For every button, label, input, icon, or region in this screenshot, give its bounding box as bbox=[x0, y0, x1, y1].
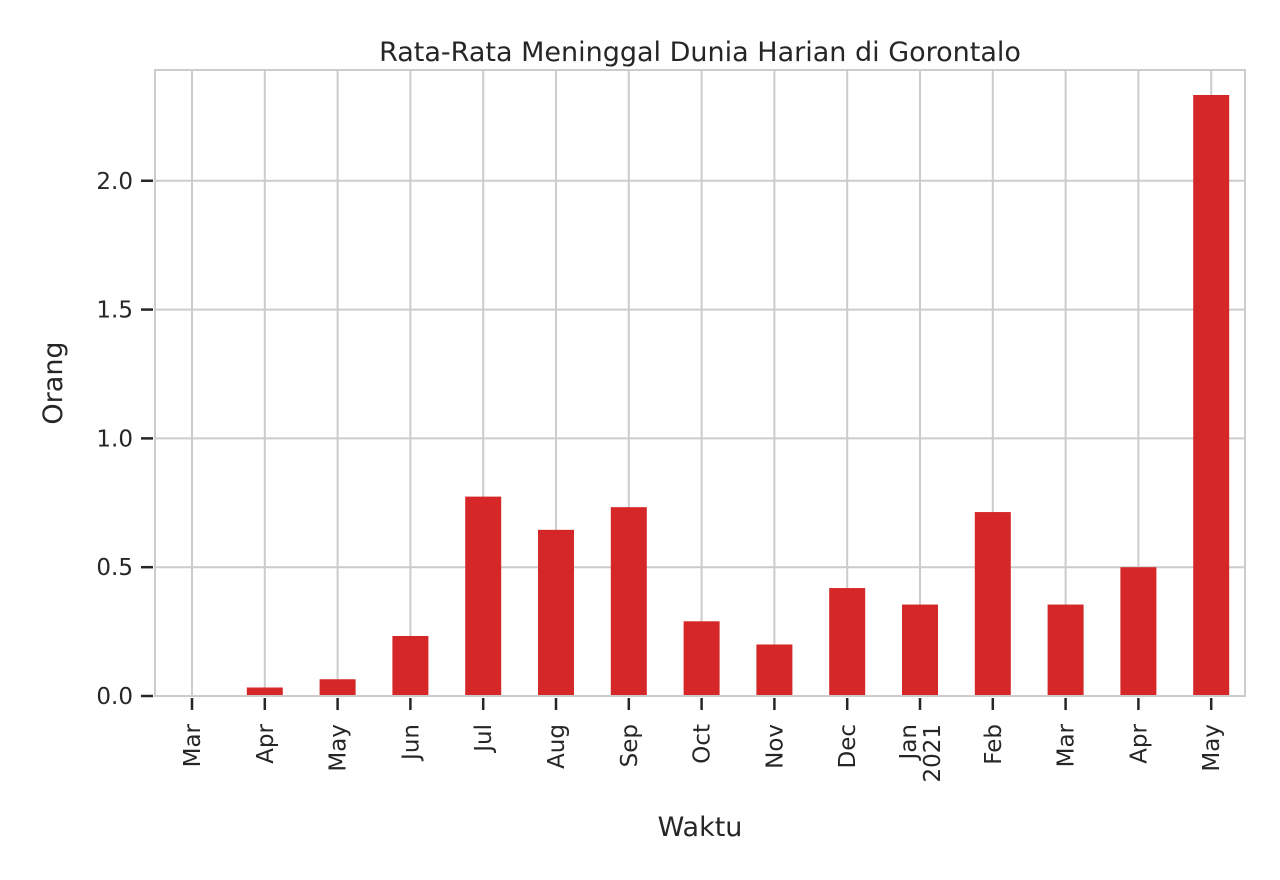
y-axis-label: Orang bbox=[38, 341, 69, 424]
x-tick-label: Jul bbox=[471, 724, 497, 754]
x-tick-label: Feb bbox=[981, 724, 1007, 765]
x-tick-label: Jun bbox=[398, 724, 424, 762]
bar bbox=[756, 644, 793, 696]
bar bbox=[902, 604, 938, 696]
bar bbox=[829, 588, 866, 696]
x-tick-label: May bbox=[326, 724, 352, 772]
x-tick-label: Jan bbox=[896, 724, 922, 761]
x-axis-label: Waktu bbox=[658, 812, 743, 843]
y-tick-label: 0.5 bbox=[96, 555, 133, 581]
bar bbox=[465, 496, 502, 696]
x-tick-label: Mar bbox=[1054, 723, 1080, 767]
x-tick-label: Mar bbox=[180, 723, 206, 767]
y-tick-label: 1.0 bbox=[96, 426, 133, 452]
x-tick-label: Apr bbox=[253, 723, 279, 763]
y-tick-label: 0.0 bbox=[96, 684, 133, 710]
bar bbox=[1120, 567, 1157, 696]
x-tick-label: Oct bbox=[690, 724, 716, 764]
x-tick-label: Apr bbox=[1126, 723, 1152, 763]
bar bbox=[1193, 94, 1230, 697]
bars bbox=[246, 94, 1230, 697]
bar bbox=[538, 529, 574, 696]
x-tick-label: Sep bbox=[617, 724, 643, 767]
bar bbox=[392, 635, 429, 696]
bar bbox=[610, 507, 647, 696]
bar bbox=[246, 687, 283, 696]
x-tick-label: 2021 bbox=[920, 724, 946, 783]
bar bbox=[1047, 604, 1084, 696]
x-tick-label: Nov bbox=[762, 724, 788, 769]
chart-title: Rata-Rata Meninggal Dunia Harian di Goro… bbox=[379, 37, 1021, 68]
y-tick-label: 1.5 bbox=[96, 298, 133, 324]
x-tick-label: May bbox=[1199, 724, 1225, 772]
bar bbox=[683, 621, 720, 696]
grid bbox=[155, 70, 1245, 697]
x-tick-label: Dec bbox=[835, 724, 861, 769]
plot-frame bbox=[154, 69, 1246, 697]
x-tick-label: Aug bbox=[544, 724, 570, 769]
y-tick-label: 2.0 bbox=[96, 169, 133, 195]
bar bbox=[319, 679, 356, 696]
bar bbox=[974, 512, 1011, 696]
y-axis: 0.0 0.5 1.0 1.5 2.0 bbox=[96, 169, 153, 710]
